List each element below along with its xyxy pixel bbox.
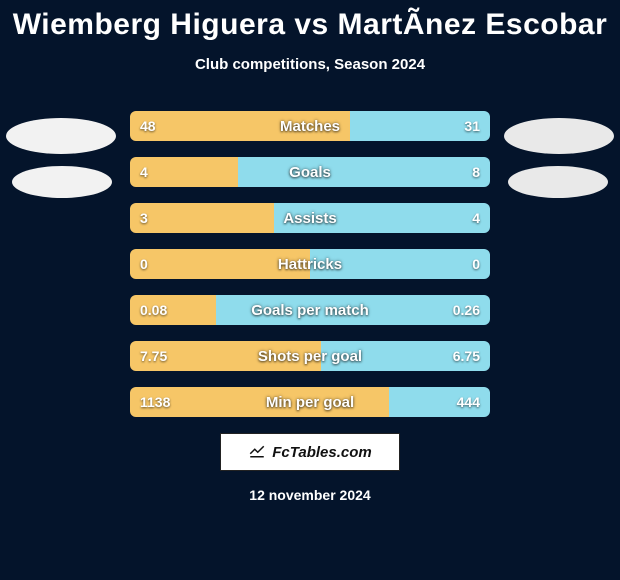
- stat-row: Goals per match0.08 0.26: [130, 295, 490, 325]
- stat-value-right: 4: [462, 203, 490, 233]
- stat-row: Goals4 8: [130, 157, 490, 187]
- stat-value-left: 4: [130, 157, 158, 187]
- stat-value-left: 3: [130, 203, 158, 233]
- stat-value-right: 0.26: [443, 295, 490, 325]
- player-right-avatar: [504, 118, 614, 154]
- stat-label: Goals per match: [130, 295, 490, 325]
- source-badge: FcTables.com: [220, 433, 400, 471]
- page-title: Wiemberg Higuera vs MartÃ­nez Escobar: [0, 0, 620, 42]
- player-left-avatar: [6, 118, 116, 154]
- chart-icon: [248, 441, 266, 463]
- stat-bars: Matches4831Goals48Assists34Hattricks00Go…: [130, 111, 490, 417]
- stat-value-right: 6.75: [443, 341, 490, 371]
- stat-value-left: 48: [130, 111, 166, 141]
- stat-row: Min per goal1138 444: [130, 387, 490, 417]
- stat-value-right: 8: [462, 157, 490, 187]
- stat-label: Matches: [130, 111, 490, 141]
- source-label: FcTables.com: [272, 444, 371, 461]
- stat-value-left: 0: [130, 249, 158, 279]
- comparison-infographic: Wiemberg Higuera vs MartÃ­nez Escobar Cl…: [0, 0, 620, 580]
- stat-value-right: 31: [454, 111, 490, 141]
- stat-row: Hattricks0 0: [130, 249, 490, 279]
- stat-label: Hattricks: [130, 249, 490, 279]
- player-right-avatar-2: [508, 166, 608, 198]
- date-label: 12 november 2024: [0, 487, 620, 503]
- stat-label: Goals: [130, 157, 490, 187]
- stat-value-right: 0: [462, 249, 490, 279]
- stat-value-left: 0.08: [130, 295, 177, 325]
- stat-row: Shots per goal7.75 6.75: [130, 341, 490, 371]
- stat-label: Assists: [130, 203, 490, 233]
- stat-value-right: 444: [447, 387, 490, 417]
- player-left-avatar-2: [12, 166, 112, 198]
- stat-label: Min per goal: [130, 387, 490, 417]
- stat-value-left: 7.75: [130, 341, 177, 371]
- stat-row: Matches48 31: [130, 111, 490, 141]
- stat-row: Assists3 4: [130, 203, 490, 233]
- stat-value-left: 1138: [130, 387, 180, 417]
- subtitle: Club competitions, Season 2024: [0, 56, 620, 73]
- stat-label: Shots per goal: [130, 341, 490, 371]
